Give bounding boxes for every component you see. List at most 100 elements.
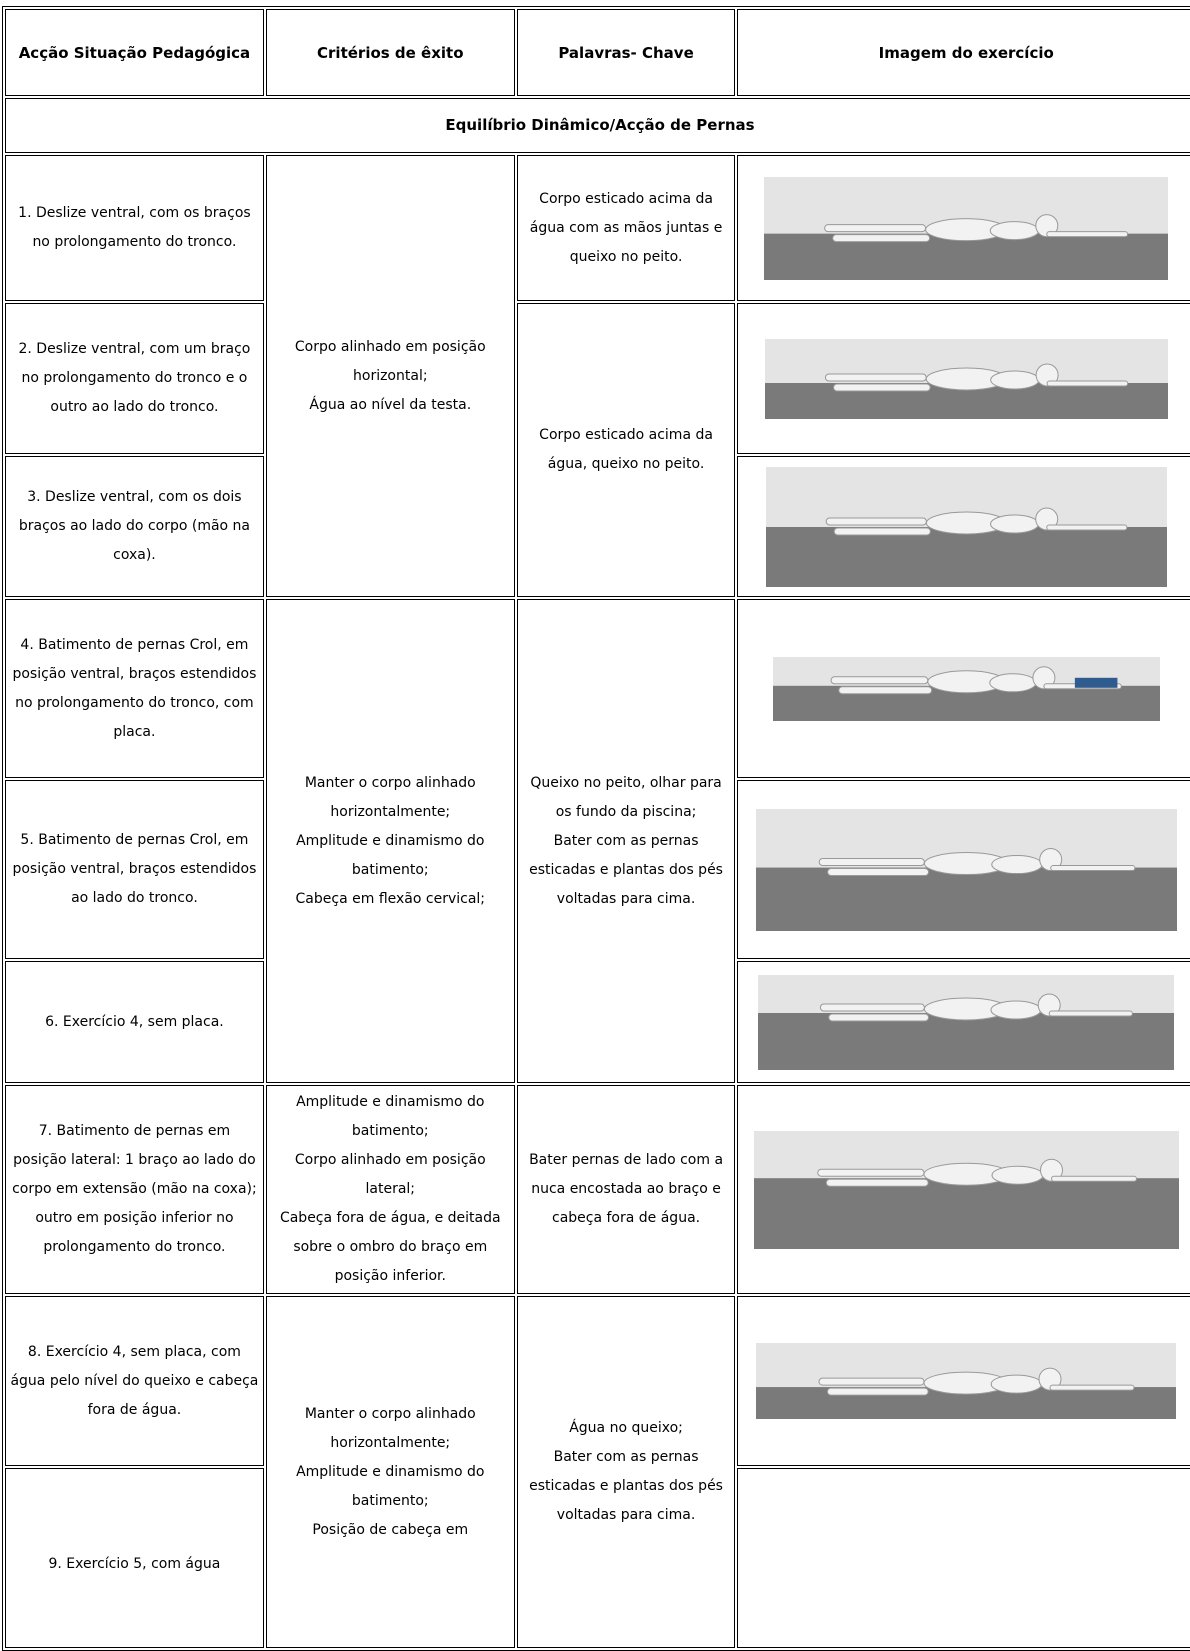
action: 6. Exercício 4, sem placa. xyxy=(5,961,264,1083)
action: 3. Deslize ventral, com os dois braços a… xyxy=(5,456,264,597)
shape xyxy=(1032,665,1056,689)
cell-line: Cabeça fora de água, e deitada sobre o o… xyxy=(279,1210,501,1284)
cell-line: Bater pernas de lado com a nuca encostad… xyxy=(529,1152,724,1226)
image-cell xyxy=(737,303,1190,454)
action: 9. Exercício 5, com água xyxy=(5,1468,264,1648)
shape xyxy=(1050,1175,1137,1182)
shape xyxy=(827,1387,929,1396)
exercise-image xyxy=(755,808,1177,931)
shape xyxy=(832,383,931,391)
page: Acção Situação Pedagógica Critérios de ê… xyxy=(2,6,1190,1651)
keywords: Água no queixo; Bater com as pernas estic… xyxy=(516,1296,736,1648)
keywords: Corpo esticado acima da água com as mãos… xyxy=(516,155,736,301)
shape xyxy=(1048,1010,1134,1016)
exercise-image xyxy=(756,1343,1177,1419)
shape xyxy=(990,854,1043,874)
section-title: Equilíbrio Dinâmico/Acção de Pernas xyxy=(5,98,1190,153)
image-cell xyxy=(737,1296,1190,1466)
shape xyxy=(825,1178,929,1187)
header-cell: Palavras- Chave xyxy=(516,9,736,96)
image-cell xyxy=(737,456,1190,597)
exercise-image xyxy=(765,466,1167,587)
cell-line: Bater com as pernas esticadas e plantas … xyxy=(529,832,723,907)
shape xyxy=(991,1165,1044,1185)
cell-line: Água ao nível da testa. xyxy=(309,396,472,413)
shape xyxy=(764,233,1169,280)
image-cell xyxy=(737,961,1190,1083)
cell-line: Amplitude e dinamismo do batimento; xyxy=(296,1094,485,1139)
shape xyxy=(832,233,931,242)
shape xyxy=(765,526,1167,587)
cell-line: Bater com as pernas esticadas e plantas … xyxy=(529,1449,723,1523)
action: 1. Deslize ventral, com os braços no pro… xyxy=(5,155,264,301)
shape xyxy=(818,857,925,866)
cell-line: Corpo alinhado em posição horizontal; xyxy=(294,338,486,384)
header-cell: Imagem do exercício xyxy=(737,9,1190,96)
image-cell xyxy=(737,599,1190,778)
header-cell: Acção Situação Pedagógica xyxy=(5,9,264,96)
shape xyxy=(824,223,927,232)
shape xyxy=(753,1177,1179,1249)
cell-line: Cabeça em flexão cervical; xyxy=(295,890,486,907)
shape xyxy=(1039,1158,1063,1182)
shape xyxy=(818,1377,925,1386)
action: 4. Batimento de pernas Crol, em posição … xyxy=(5,599,264,778)
cell-line: Corpo alinhado em posição lateral; xyxy=(294,1152,486,1197)
cell-line: Manter o corpo alinhado horizontalmente; xyxy=(304,774,476,820)
shape xyxy=(826,867,929,876)
exercise-image xyxy=(764,176,1169,280)
shape xyxy=(833,527,931,535)
shape xyxy=(824,373,927,381)
header-row: Acção Situação Pedagógica Critérios de ê… xyxy=(5,9,1190,96)
cell-line: Amplitude e dinamismo do batimento; xyxy=(296,1463,485,1509)
image-cell xyxy=(737,155,1190,301)
keywords: Bater pernas de lado com a nuca encostad… xyxy=(516,1085,736,1294)
keywords: Queixo no peito, olhar para os fundo da … xyxy=(516,599,736,1083)
shape xyxy=(989,514,1039,533)
action: 8. Exercício 4, sem placa, com água pelo… xyxy=(5,1296,264,1466)
shape xyxy=(990,1000,1042,1019)
shape xyxy=(1046,380,1128,386)
shape xyxy=(758,1012,1175,1070)
shape xyxy=(820,1003,926,1011)
shape xyxy=(989,220,1040,240)
exercise-table: Acção Situação Pedagógica Critérios de ê… xyxy=(2,6,1190,1651)
shape xyxy=(1049,864,1136,871)
action: 2. Deslize ventral, com um braço no prol… xyxy=(5,303,264,454)
criteria: Amplitude e dinamismo do batimento; Corpo… xyxy=(265,1085,515,1294)
shape xyxy=(989,370,1040,389)
shape xyxy=(1045,524,1128,530)
shape xyxy=(1035,213,1059,237)
cell-line: Manter o corpo alinhado horizontalmente; xyxy=(304,1405,476,1451)
criteria: Corpo alinhado em posição horizontal; Águ… xyxy=(265,155,515,597)
shape xyxy=(837,685,932,694)
image-cell xyxy=(737,1085,1190,1294)
cell-line: Corpo esticado acima da água com as mãos… xyxy=(529,190,723,265)
shape xyxy=(828,1013,930,1021)
criteria: Manter o corpo alinhado horizontalmente;… xyxy=(265,1296,515,1648)
keywords: Corpo esticado acima da água, queixo no … xyxy=(516,303,736,597)
shape xyxy=(988,672,1037,692)
shape xyxy=(1046,230,1129,237)
exercise-image xyxy=(772,656,1160,721)
shape xyxy=(825,517,927,525)
action: 7. Batimento de pernas em posição latera… xyxy=(5,1085,264,1294)
shape xyxy=(1049,1384,1135,1391)
shape xyxy=(830,675,929,684)
exercise-image xyxy=(753,1130,1179,1249)
shape xyxy=(1038,1367,1062,1391)
cell-line: Corpo esticado acima da água, queixo no … xyxy=(539,427,713,472)
cell-line: Água no queixo; xyxy=(569,1420,683,1436)
image-cell xyxy=(737,1468,1190,1648)
shape xyxy=(1038,847,1062,871)
criteria: Manter o corpo alinhado horizontalmente;… xyxy=(265,599,515,1083)
shape xyxy=(990,1374,1043,1394)
shape xyxy=(1074,677,1118,688)
cell-line: Amplitude e dinamismo do batimento; xyxy=(296,832,485,878)
exercise-image xyxy=(764,338,1168,419)
action: 5. Batimento de pernas Crol, em posição … xyxy=(5,780,264,959)
shape xyxy=(755,867,1177,931)
exercise-image xyxy=(758,974,1175,1070)
header-cell: Critérios de êxito xyxy=(265,9,515,96)
image-cell xyxy=(737,780,1190,959)
